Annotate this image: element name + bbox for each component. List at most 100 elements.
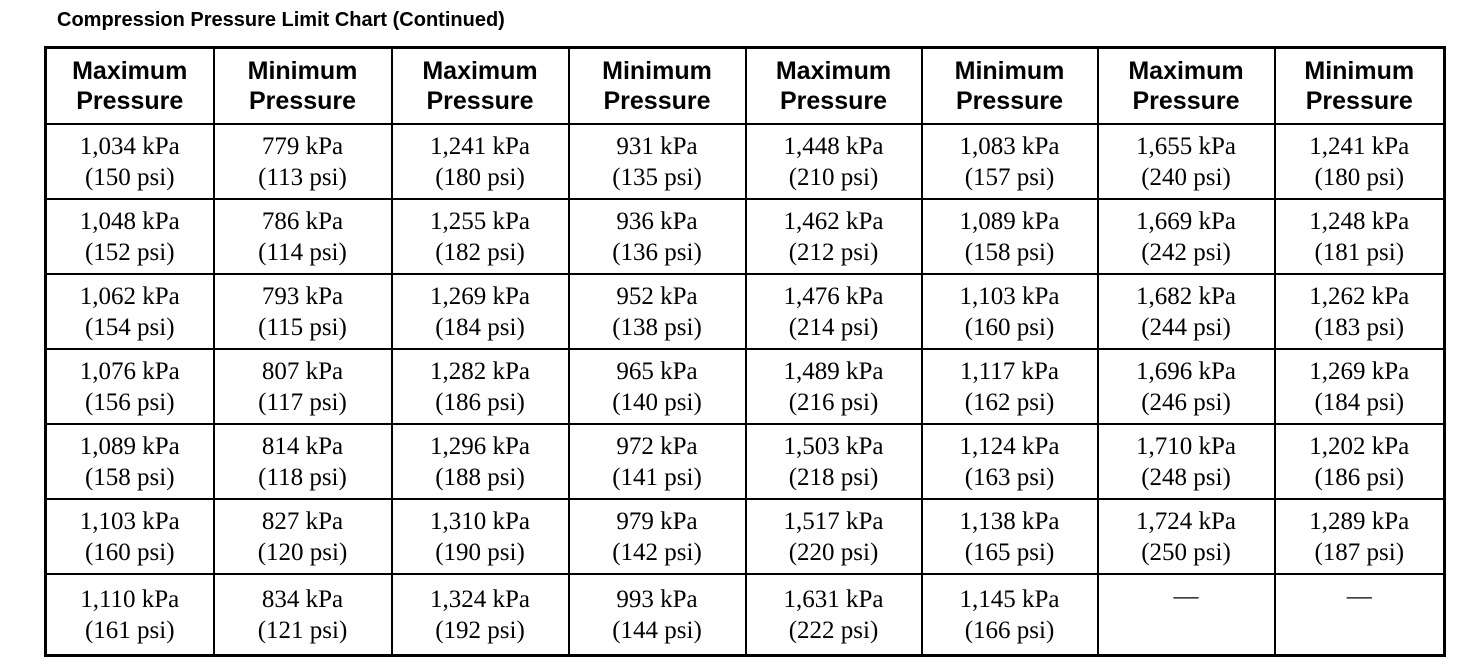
table-cell: 1,655 kPa (240 psi) xyxy=(1096,123,1276,200)
kpa-value: 936 kPa xyxy=(616,207,698,235)
psi-value: (166 psi) xyxy=(964,616,1055,644)
kpa-value: 931 kPa xyxy=(616,132,698,160)
kpa-value: 1,110 kPa xyxy=(80,585,180,613)
header-text: Minimum xyxy=(602,57,712,85)
column-header: Maximum Pressure xyxy=(390,46,570,125)
psi-value: (250 psi) xyxy=(1141,538,1231,566)
psi-value: (216 psi) xyxy=(788,388,879,416)
psi-value: (160 psi) xyxy=(964,313,1055,341)
kpa-value: 1,282 kPa xyxy=(430,357,530,385)
table-row: 1,103 kPa (160 psi) 827 kPa (120 psi) 1,310 … xyxy=(44,498,1446,575)
psi-value: (138 psi) xyxy=(612,313,702,341)
header-text: Pressure xyxy=(955,87,1064,115)
table-cell: 1,241 kPa (180 psi) xyxy=(390,123,570,200)
psi-value: (162 psi) xyxy=(964,388,1055,416)
table-cell: 1,476 kPa (214 psi) xyxy=(744,273,923,350)
psi-value: (157 psi) xyxy=(964,163,1055,191)
kpa-value: 779 kPa xyxy=(261,132,344,160)
kpa-value: 1,103 kPa xyxy=(79,507,180,535)
header-text: Maximum xyxy=(422,57,538,85)
header-text: Minimum xyxy=(247,57,358,85)
psi-value: (184 psi) xyxy=(435,313,525,341)
kpa-value: 952 kPa xyxy=(616,282,698,310)
table-cell: 827 kPa (120 psi) xyxy=(212,498,393,575)
psi-value: (156 psi) xyxy=(84,388,175,416)
kpa-value: 972 kPa xyxy=(616,432,698,460)
table-row: 1,062 kPa (154 psi) 793 kPa (115 psi) 1,269 … xyxy=(44,273,1446,350)
header-row: Maximum Pressure Minimum Pressure Maximum Pre… xyxy=(44,46,1446,125)
kpa-value: 834 kPa xyxy=(261,585,344,613)
table-row: 1,110 kPa (161 psi) 834 kPa (121 psi) 1,324 … xyxy=(44,573,1446,657)
kpa-value: 793 kPa xyxy=(261,282,344,310)
column-header: Maximum Pressure xyxy=(1096,46,1276,125)
kpa-value: 1,145 kPa xyxy=(959,585,1060,613)
kpa-value: 1,089 kPa xyxy=(959,207,1060,235)
kpa-value: — xyxy=(1346,583,1372,610)
psi-value: (214 psi) xyxy=(788,313,879,341)
kpa-value: 786 kPa xyxy=(261,207,344,235)
kpa-value: 1,489 kPa xyxy=(783,357,884,385)
psi-value: (180 psi) xyxy=(1314,163,1405,191)
table-cell: 1,048 kPa (152 psi) xyxy=(44,198,215,275)
psi-value: (222 psi) xyxy=(788,616,879,644)
psi-value: (136 psi) xyxy=(612,238,702,266)
table-cell: 1,282 kPa (186 psi) xyxy=(390,348,570,425)
kpa-value: 1,048 kPa xyxy=(79,207,180,235)
table-cell: 1,248 kPa (181 psi) xyxy=(1273,198,1446,275)
table-cell: 952 kPa (138 psi) xyxy=(567,273,747,350)
psi-value: (160 psi) xyxy=(84,538,175,566)
header-text: Maximum xyxy=(72,57,188,85)
table-cell: 1,202 kPa (186 psi) xyxy=(1273,423,1446,500)
table-cell: 1,089 kPa (158 psi) xyxy=(920,198,1099,275)
table-cell: 993 kPa (144 psi) xyxy=(567,573,747,657)
header-text: Maximum xyxy=(775,57,892,85)
kpa-value: 1,448 kPa xyxy=(783,132,884,160)
table-cell: 1,269 kPa (184 psi) xyxy=(390,273,570,350)
psi-value: (190 psi) xyxy=(435,538,525,566)
table-cell: 1,076 kPa (156 psi) xyxy=(44,348,215,425)
kpa-value: 1,476 kPa xyxy=(783,282,884,310)
table-cell: 965 kPa (140 psi) xyxy=(567,348,747,425)
table-cell: 1,241 kPa (180 psi) xyxy=(1273,123,1446,200)
kpa-value: 1,241 kPa xyxy=(1309,132,1410,160)
psi-value: (144 psi) xyxy=(612,616,702,644)
kpa-value: 1,655 kPa xyxy=(1136,132,1236,160)
table-cell: 1,138 kPa (165 psi) xyxy=(920,498,1099,575)
kpa-value: 1,124 kPa xyxy=(959,432,1060,460)
table-cell: 1,103 kPa (160 psi) xyxy=(44,498,215,575)
table-cell: 1,517 kPa (220 psi) xyxy=(744,498,923,575)
table-cell: 972 kPa (141 psi) xyxy=(567,423,747,500)
kpa-value: 1,669 kPa xyxy=(1136,207,1236,235)
psi-value: (163 psi) xyxy=(964,463,1055,491)
table-cell: 1,324 kPa (192 psi) xyxy=(390,573,570,657)
kpa-value: 1,269 kPa xyxy=(1309,357,1410,385)
table-cell: 1,724 kPa (250 psi) xyxy=(1096,498,1276,575)
kpa-value: 1,517 kPa xyxy=(783,507,884,535)
table-row: 1,048 kPa (152 psi) 786 kPa (114 psi) 1,255 … xyxy=(44,198,1446,275)
psi-value: (150 psi) xyxy=(84,163,175,191)
psi-value: (240 psi) xyxy=(1141,163,1231,191)
chart-title: Compression Pressure Limit Chart (Contin… xyxy=(57,9,505,31)
table-cell: 979 kPa (142 psi) xyxy=(567,498,747,575)
kpa-value: 1,289 kPa xyxy=(1309,507,1410,535)
psi-value: (183 psi) xyxy=(1314,313,1405,341)
psi-value: (142 psi) xyxy=(612,538,702,566)
psi-value: (113 psi) xyxy=(258,163,347,191)
kpa-value: 1,089 kPa xyxy=(79,432,180,460)
kpa-value: 1,269 kPa xyxy=(430,282,530,310)
table-row: 1,076 kPa (156 psi) 807 kPa (117 psi) 1,282 … xyxy=(44,348,1446,425)
column-header: Maximum Pressure xyxy=(744,46,923,125)
column-header: Maximum Pressure xyxy=(44,46,215,125)
table-cell: 1,255 kPa (182 psi) xyxy=(390,198,570,275)
kpa-value: 993 kPa xyxy=(616,585,698,613)
header-text: Pressure xyxy=(76,87,184,115)
table-cell: 1,296 kPa (188 psi) xyxy=(390,423,570,500)
header-text: Maximum xyxy=(1128,57,1244,85)
psi-value: (154 psi) xyxy=(84,313,175,341)
psi-value: (184 psi) xyxy=(1314,388,1405,416)
kpa-value: 965 kPa xyxy=(616,357,698,385)
table-cell: 1,289 kPa (187 psi) xyxy=(1273,498,1446,575)
kpa-value: 1,083 kPa xyxy=(959,132,1060,160)
kpa-value: 827 kPa xyxy=(261,507,344,535)
kpa-value: 1,462 kPa xyxy=(783,207,884,235)
